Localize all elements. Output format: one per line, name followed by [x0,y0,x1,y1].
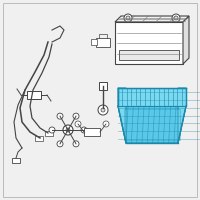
Polygon shape [178,88,186,143]
Polygon shape [115,16,189,22]
Circle shape [57,141,63,147]
FancyBboxPatch shape [35,136,43,141]
Circle shape [66,128,70,132]
Circle shape [124,14,132,22]
Circle shape [103,121,109,127]
Circle shape [81,127,87,133]
FancyBboxPatch shape [27,91,41,99]
FancyBboxPatch shape [119,50,179,60]
FancyBboxPatch shape [45,131,53,136]
FancyBboxPatch shape [115,22,183,64]
Circle shape [49,127,55,133]
Circle shape [174,16,178,20]
Circle shape [98,105,108,115]
Circle shape [172,14,180,22]
Circle shape [73,141,79,147]
Circle shape [75,121,81,127]
Circle shape [57,113,63,119]
FancyBboxPatch shape [99,82,107,90]
FancyBboxPatch shape [84,128,100,136]
FancyBboxPatch shape [12,158,20,163]
Circle shape [126,16,130,20]
FancyBboxPatch shape [96,38,110,47]
Polygon shape [118,106,186,143]
Circle shape [101,108,105,112]
Polygon shape [183,16,189,64]
FancyBboxPatch shape [91,39,97,45]
Circle shape [73,113,79,119]
FancyBboxPatch shape [124,109,180,140]
Circle shape [63,125,73,135]
Polygon shape [118,88,186,106]
Polygon shape [118,88,126,143]
